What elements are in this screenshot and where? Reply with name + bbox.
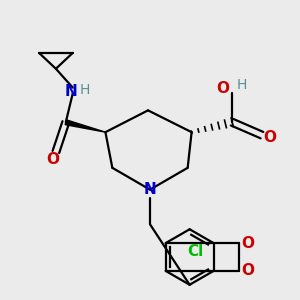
Text: H: H [237, 78, 247, 92]
Text: O: O [242, 263, 255, 278]
Text: O: O [216, 81, 229, 96]
Text: O: O [242, 236, 255, 250]
Text: O: O [46, 152, 59, 167]
Text: N: N [144, 182, 156, 197]
Text: N: N [64, 84, 77, 99]
Text: Cl: Cl [188, 244, 204, 259]
Text: H: H [80, 82, 90, 97]
Text: O: O [263, 130, 276, 145]
Polygon shape [65, 120, 105, 132]
